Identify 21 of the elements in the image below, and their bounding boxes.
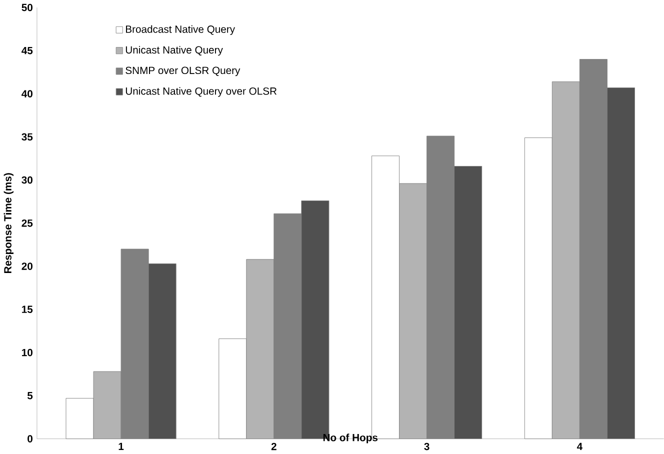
- y-tick-label: 40: [22, 90, 32, 98]
- legend-label: Unicast Native Query over OLSR: [126, 87, 277, 97]
- y-tick-label: 50: [22, 4, 32, 12]
- y-tick-label: 15: [22, 306, 33, 314]
- x-tick-label: 3: [424, 442, 430, 450]
- legend-label: Broadcast Native Query: [126, 25, 236, 35]
- x-tick-label: 2: [271, 442, 276, 450]
- y-tick-label: 5: [27, 392, 33, 400]
- y-tick-label: 35: [22, 133, 33, 141]
- legend-label: SNMP over OLSR Query: [126, 66, 240, 76]
- y-tick-label: 10: [22, 348, 32, 356]
- y-tick-label: 45: [22, 46, 33, 54]
- y-tick-label: 25: [22, 219, 33, 227]
- legend-label: Unicast Native Query: [126, 46, 223, 56]
- y-tick-label: 0: [28, 435, 32, 442]
- x-axis-title: No of Hops: [323, 434, 378, 444]
- x-tick-label: 4: [576, 442, 583, 450]
- y-axis-title: Response Time (ms): [4, 173, 14, 273]
- y-tick-label: 30: [22, 176, 32, 184]
- y-tick-label: 20: [22, 262, 32, 270]
- x-tick-label: 1: [118, 442, 124, 450]
